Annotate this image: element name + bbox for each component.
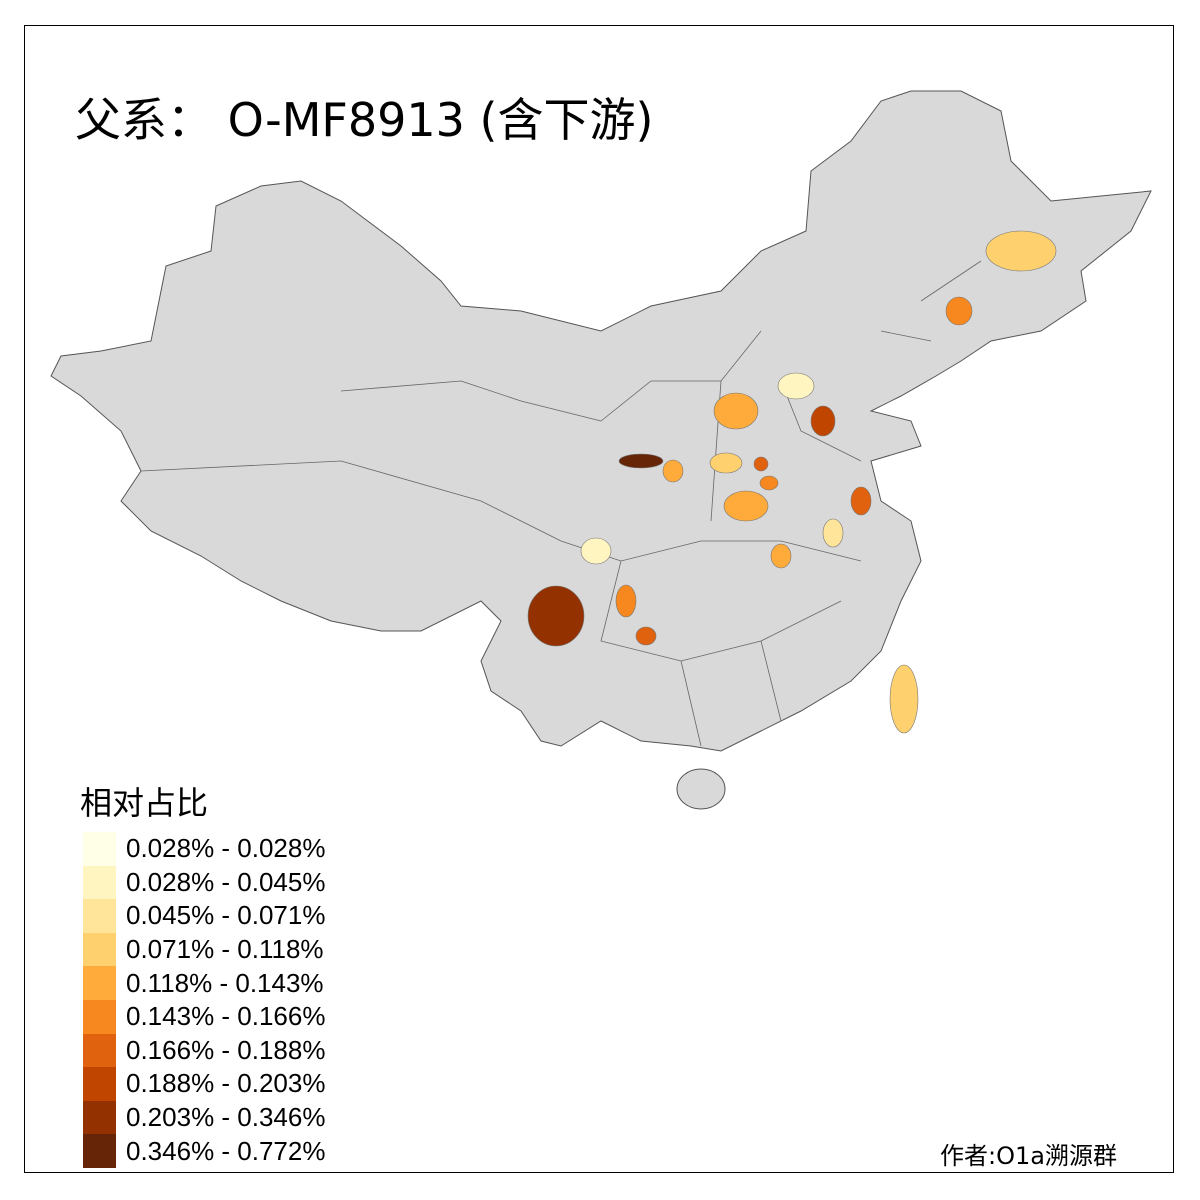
legend-item: 0.143% - 0.166% (83, 999, 326, 1034)
highlighted-region (985, 230, 1057, 272)
legend-label: 0.028% - 0.045% (126, 866, 326, 897)
legend-item: 0.166% - 0.188% (83, 1033, 326, 1068)
legend-label: 0.203% - 0.346% (126, 1102, 326, 1133)
legend-item: 0.071% - 0.118% (83, 932, 325, 967)
highlighted-regions (527, 230, 1057, 734)
legend-label: 0.118% - 0.143% (126, 967, 324, 998)
legend-label: 0.188% - 0.203% (126, 1068, 326, 1099)
legend-item: 0.188% - 0.203% (83, 1067, 325, 1101)
legend-label: 0.028% - 0.028% (126, 833, 326, 864)
legend-label: 0.071% - 0.118% (126, 934, 324, 965)
highlighted-region (618, 453, 664, 469)
legend-swatch (83, 932, 116, 967)
map-title: 父系： O-MF8913 (含下游) (75, 93, 654, 147)
highlighted-region (662, 459, 684, 483)
legend-swatch (83, 832, 116, 866)
author-credit: 作者:O1a溯源群 (940, 1142, 1117, 1170)
highlighted-region (615, 584, 637, 618)
legend-label: 0.143% - 0.166% (126, 1001, 326, 1032)
legend-item: 0.028% - 0.045% (83, 865, 326, 900)
legend-swatch (83, 1067, 116, 1101)
china-map (50, 90, 1152, 810)
legend-swatch (83, 1033, 116, 1068)
highlighted-region (753, 456, 769, 472)
map-frame: 父系： O-MF8913 (含下游) 相对占比 0.028% - 0.028% 0… (24, 25, 1174, 1173)
highlighted-region (850, 486, 872, 516)
legend-title: 相对占比 (80, 784, 209, 822)
legend-label: 0.045% - 0.071% (126, 900, 326, 931)
legend-swatch (83, 966, 116, 1000)
legend-item: 0.028% - 0.028% (83, 832, 325, 866)
legend-item: 0.203% - 0.346% (83, 1100, 326, 1135)
highlighted-region (713, 392, 759, 430)
legend-label: 0.166% - 0.188% (126, 1034, 326, 1065)
legend-swatch (83, 865, 116, 900)
highlighted-region (945, 296, 973, 326)
legend-item: 0.118% - 0.143% (83, 966, 325, 1000)
highlighted-region (889, 664, 919, 734)
hainan (676, 768, 726, 810)
highlighted-region (770, 543, 792, 569)
legend-swatch (83, 1134, 116, 1168)
highlighted-region (635, 626, 657, 646)
highlighted-region (723, 490, 769, 522)
legend: 0.028% - 0.028% 0.028% - 0.045% 0.045% - 0… (83, 832, 325, 1168)
legend-item: 0.346% - 0.772% (83, 1134, 325, 1168)
highlighted-region (759, 475, 779, 491)
legend-swatch (83, 1100, 116, 1135)
legend-label: 0.346% - 0.772% (126, 1135, 326, 1166)
highlighted-region (709, 452, 743, 474)
highlighted-region (810, 405, 836, 437)
highlighted-region (822, 518, 844, 548)
highlighted-region (777, 372, 815, 400)
highlighted-region (580, 537, 612, 565)
legend-item: 0.045% - 0.071% (83, 899, 325, 933)
highlighted-region (527, 585, 585, 647)
legend-swatch (83, 999, 116, 1034)
legend-swatch (83, 899, 116, 933)
